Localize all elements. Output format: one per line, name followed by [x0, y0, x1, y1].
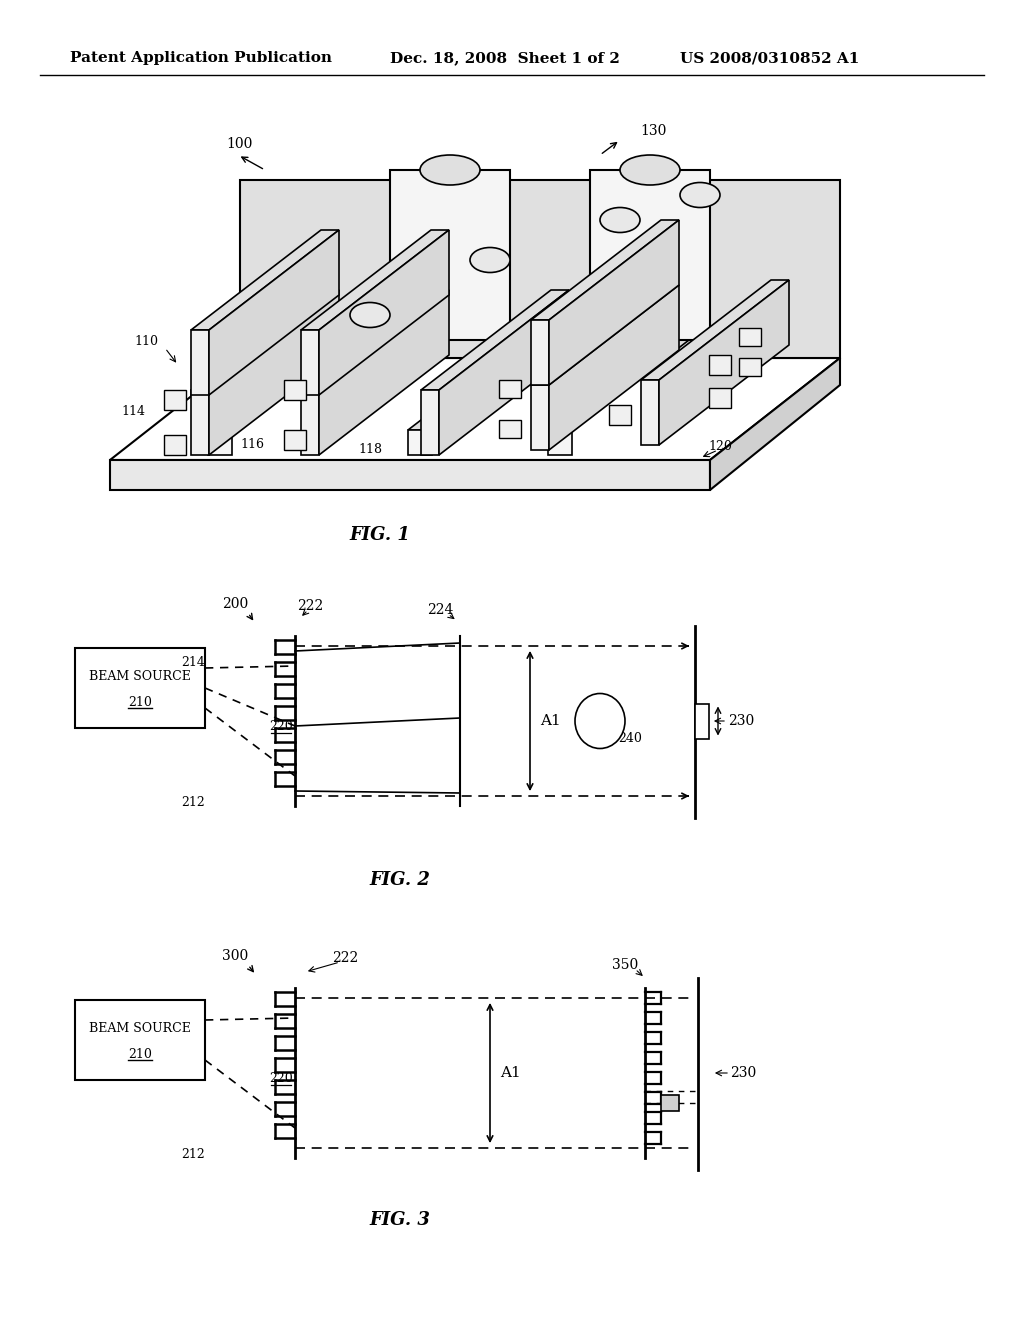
Polygon shape — [191, 290, 339, 389]
Text: 230: 230 — [730, 1067, 757, 1080]
Polygon shape — [421, 290, 569, 389]
Ellipse shape — [620, 154, 680, 185]
FancyBboxPatch shape — [739, 327, 761, 346]
Text: 214: 214 — [181, 656, 205, 669]
FancyBboxPatch shape — [739, 358, 761, 376]
Ellipse shape — [575, 693, 625, 748]
Polygon shape — [191, 230, 339, 330]
Ellipse shape — [350, 302, 390, 327]
FancyBboxPatch shape — [709, 355, 731, 375]
Text: 112: 112 — [600, 366, 624, 378]
Text: 230: 230 — [728, 714, 755, 729]
Text: 222: 222 — [297, 599, 324, 612]
Polygon shape — [191, 330, 209, 395]
Text: 114: 114 — [121, 405, 145, 418]
Polygon shape — [408, 430, 432, 455]
Ellipse shape — [680, 182, 720, 207]
Text: FIG. 3: FIG. 3 — [370, 1210, 430, 1229]
Text: 212: 212 — [181, 796, 205, 809]
Text: 350: 350 — [612, 958, 638, 972]
Polygon shape — [641, 280, 790, 380]
Text: A1: A1 — [500, 1067, 521, 1080]
Text: 112: 112 — [430, 383, 454, 396]
Text: FIG. 2: FIG. 2 — [370, 871, 430, 888]
Text: 212: 212 — [181, 1148, 205, 1162]
Polygon shape — [421, 389, 439, 455]
Ellipse shape — [600, 207, 640, 232]
Text: 220: 220 — [269, 1072, 293, 1085]
Polygon shape — [301, 330, 319, 395]
Text: A1: A1 — [540, 714, 561, 729]
FancyBboxPatch shape — [709, 388, 731, 408]
Polygon shape — [548, 430, 572, 455]
Text: 116: 116 — [240, 438, 264, 451]
Polygon shape — [439, 290, 569, 455]
Polygon shape — [301, 290, 449, 389]
Polygon shape — [301, 230, 449, 330]
Polygon shape — [301, 389, 319, 455]
Polygon shape — [531, 285, 679, 385]
Text: 210: 210 — [128, 1048, 152, 1061]
Polygon shape — [208, 430, 232, 455]
Polygon shape — [641, 380, 659, 445]
Polygon shape — [208, 330, 362, 430]
FancyBboxPatch shape — [164, 436, 186, 455]
Polygon shape — [110, 459, 710, 490]
Text: 240: 240 — [618, 733, 642, 746]
Polygon shape — [319, 230, 449, 395]
Polygon shape — [209, 290, 339, 455]
Text: 120: 120 — [708, 440, 732, 453]
Polygon shape — [408, 330, 562, 430]
Polygon shape — [549, 220, 679, 385]
Text: 220: 220 — [269, 719, 293, 733]
Text: 100: 100 — [226, 137, 253, 150]
Polygon shape — [659, 280, 790, 445]
Polygon shape — [319, 290, 449, 455]
Text: 222: 222 — [332, 950, 358, 965]
Text: Dec. 18, 2008  Sheet 1 of 2: Dec. 18, 2008 Sheet 1 of 2 — [390, 51, 620, 65]
Text: Patent Application Publication: Patent Application Publication — [70, 51, 332, 65]
Polygon shape — [191, 389, 209, 455]
Text: BEAM SOURCE: BEAM SOURCE — [89, 1022, 190, 1035]
Text: 210: 210 — [128, 696, 152, 709]
FancyBboxPatch shape — [695, 704, 709, 738]
FancyBboxPatch shape — [662, 1096, 679, 1111]
FancyBboxPatch shape — [284, 430, 306, 450]
Polygon shape — [531, 220, 679, 319]
Polygon shape — [531, 385, 549, 450]
Polygon shape — [240, 180, 840, 358]
Polygon shape — [549, 285, 679, 450]
Text: BEAM SOURCE: BEAM SOURCE — [89, 669, 190, 682]
Text: 110: 110 — [456, 190, 480, 203]
FancyBboxPatch shape — [390, 170, 510, 341]
FancyBboxPatch shape — [609, 405, 631, 425]
Polygon shape — [710, 358, 840, 490]
FancyBboxPatch shape — [499, 380, 521, 399]
Polygon shape — [531, 319, 549, 385]
Text: 112: 112 — [319, 395, 344, 408]
Polygon shape — [209, 230, 339, 395]
Text: FIG. 1: FIG. 1 — [349, 525, 411, 544]
Text: 114: 114 — [298, 360, 322, 374]
FancyBboxPatch shape — [499, 420, 521, 438]
FancyBboxPatch shape — [75, 648, 205, 729]
Text: 110: 110 — [134, 335, 158, 348]
Ellipse shape — [470, 248, 510, 272]
Text: A2: A2 — [591, 719, 609, 733]
Polygon shape — [548, 330, 702, 430]
FancyBboxPatch shape — [75, 1001, 205, 1080]
Text: 110: 110 — [628, 176, 652, 187]
FancyBboxPatch shape — [164, 389, 186, 411]
Text: 300: 300 — [222, 949, 248, 964]
FancyBboxPatch shape — [590, 170, 710, 341]
Text: 130: 130 — [640, 124, 667, 139]
Text: 200: 200 — [222, 597, 248, 611]
Text: 118: 118 — [358, 444, 382, 455]
FancyBboxPatch shape — [284, 380, 306, 400]
Text: US 2008/0310852 A1: US 2008/0310852 A1 — [680, 51, 859, 65]
Ellipse shape — [420, 154, 480, 185]
Text: 224: 224 — [427, 603, 454, 616]
